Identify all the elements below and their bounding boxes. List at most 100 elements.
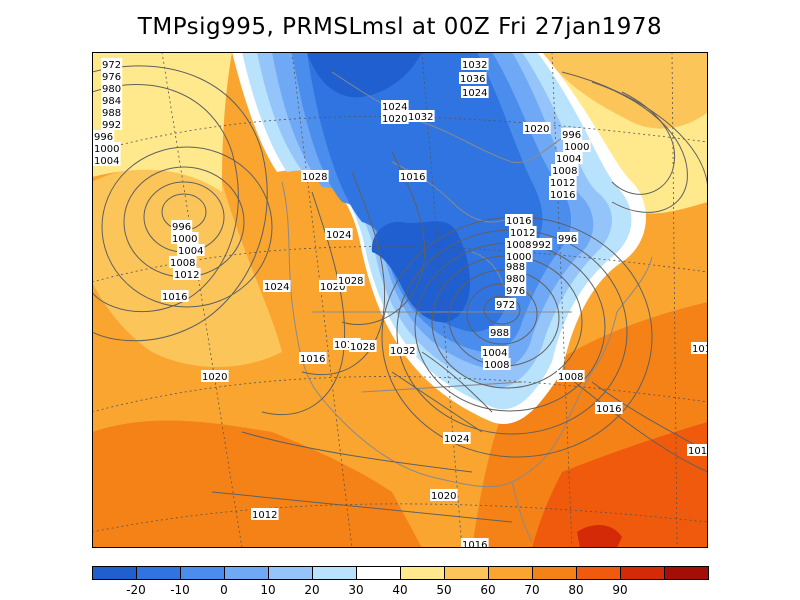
isobar-label: 1024 [263,280,291,293]
isobar-label: 1012 [509,226,537,239]
isobar-label: 1004 [93,154,121,167]
isobar-label: 1004 [555,152,583,165]
isobar-label: 1036 [459,72,487,85]
coastlines [281,71,653,543]
svg-text:984: 984 [102,96,121,107]
isobar-label: 1020 [430,489,458,502]
colorbar-cell [268,566,313,580]
isobar-label: 1000 [93,142,121,155]
isobar-label: 1008 [483,358,511,371]
colorbar-tick-label: -20 [126,583,146,597]
svg-text:1000: 1000 [564,142,589,153]
isobar-label: 1012 [549,176,577,189]
svg-text:1016: 1016 [162,292,187,303]
colorbar-cell [356,566,401,580]
colorbar-cell [576,566,621,580]
isobar-label: 996 [561,128,583,141]
svg-text:1032: 1032 [462,60,487,71]
shade-70-80-southwest [92,420,422,548]
svg-text:976: 976 [102,72,121,83]
svg-text:1016: 1016 [550,190,575,201]
shade-50-north-pacific [92,52,232,192]
isobar-label: 1016 [161,290,189,303]
isobar-label: 1000 [563,140,591,153]
isobar-label: 1008 [557,370,585,383]
shade-80-90-atlantic [532,422,708,548]
svg-text:996: 996 [94,132,113,143]
colorbar-cell [400,566,445,580]
isobar-label: 1020 [523,122,551,135]
svg-text:1024: 1024 [382,102,407,113]
isobar-label: 1024 [461,86,489,99]
svg-text:1008: 1008 [552,166,577,177]
svg-text:1016: 1016 [462,540,487,548]
isobar-label: 1000 [171,232,199,245]
svg-text:1004: 1004 [178,246,203,257]
isobar-label: 996 [557,232,579,245]
isobar-label: 1020 [381,112,409,125]
svg-text:996: 996 [558,234,577,245]
colorbar-cell [664,566,709,580]
svg-text:1012: 1012 [252,510,277,521]
isobar-label: 980 [505,272,527,285]
svg-text:1008: 1008 [558,372,583,383]
isobar-label: 1016 [691,342,708,355]
weather-map: 9729769809849889929961000100499610001004… [92,52,708,548]
colorbar-tick-label: 30 [348,583,364,597]
svg-text:1000: 1000 [506,252,531,263]
svg-text:1028: 1028 [350,342,375,353]
shade-90-plus [577,525,622,548]
isobar-label: 1016 [299,352,327,365]
isobar-label: 996 [171,220,193,233]
isobar-label: 1012 [173,268,201,281]
svg-text:1020: 1020 [202,372,227,383]
isobar-label: 1016 [595,402,623,415]
svg-text:1012: 1012 [510,228,535,239]
colorbar-tick-label: 60 [480,583,496,597]
svg-text:1004: 1004 [94,156,119,167]
isobar-label: 1020 [201,370,229,383]
svg-text:1024: 1024 [264,282,289,293]
isobar-label: 988 [489,326,511,339]
svg-text:996: 996 [172,222,191,233]
isobar-label: 1032 [461,58,489,71]
svg-text:1024: 1024 [326,230,351,241]
shade-below-neg20-midwest [371,221,470,323]
svg-text:1032: 1032 [408,112,433,123]
graticule [92,52,708,548]
colorbar-tick-label: 0 [220,583,228,597]
svg-text:980: 980 [102,84,121,95]
colorbar-tick-label: 50 [436,583,452,597]
isobar-label: 1024 [325,228,353,241]
isobar-label: 1032 [389,344,417,357]
isobar-label: 976 [101,70,123,83]
svg-text:1016: 1016 [400,172,425,183]
isobar-label: 976 [505,284,527,297]
svg-text:988: 988 [506,262,525,273]
svg-text:988: 988 [490,328,509,339]
svg-text:1024: 1024 [462,88,487,99]
colorbar-tick-label: 40 [392,583,408,597]
map-title: TMPsig995, PRMSLmsl at 00Z Fri 27jan1978 [137,14,663,40]
svg-text:1020: 1020 [431,491,456,502]
colorbar-cell [444,566,489,580]
temperature-colorbar [92,566,709,582]
isobar-label: 1028 [301,170,329,183]
svg-text:996: 996 [562,130,581,141]
svg-text:1016: 1016 [506,216,531,227]
colorbar-tick-label: 20 [304,583,320,597]
colorbar-tick-label: 80 [568,583,584,597]
svg-text:992: 992 [532,240,551,251]
isobar-label: 1024 [381,100,409,113]
colorbar-cell [92,566,137,580]
svg-text:972: 972 [496,300,515,311]
isobar-label: 1016 [549,188,577,201]
svg-text:1012: 1012 [550,178,575,189]
svg-text:1016: 1016 [300,354,325,365]
shade-neg20-neg10 [307,52,543,332]
svg-text:976: 976 [506,286,525,297]
isobar-label: 1000 [505,250,533,263]
colorbar-tick-label: 70 [524,583,540,597]
svg-text:1020: 1020 [524,124,549,135]
svg-text:1024: 1024 [444,434,469,445]
